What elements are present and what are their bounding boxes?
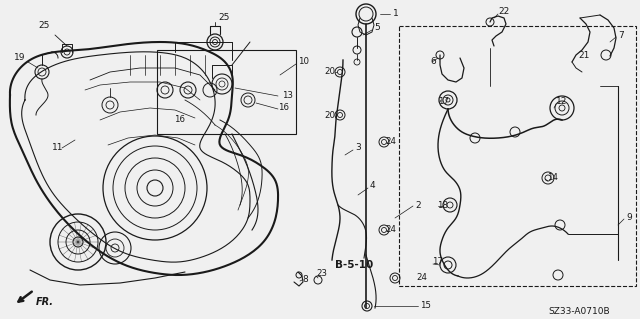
- Text: 12: 12: [556, 98, 568, 107]
- Text: 24: 24: [416, 273, 427, 283]
- Text: 13: 13: [282, 91, 293, 100]
- Text: 20: 20: [324, 68, 335, 77]
- Text: 2: 2: [415, 201, 420, 210]
- Text: 18: 18: [437, 201, 448, 210]
- Text: 11: 11: [52, 144, 63, 152]
- Text: 4: 4: [370, 182, 376, 190]
- Text: 7: 7: [618, 31, 624, 40]
- Text: 9: 9: [626, 213, 632, 222]
- Text: 17: 17: [432, 257, 443, 266]
- Text: 25: 25: [218, 13, 229, 23]
- Text: 24: 24: [385, 137, 396, 146]
- Text: 22: 22: [498, 8, 509, 17]
- Text: B-5-10: B-5-10: [335, 260, 373, 270]
- Text: 8: 8: [302, 276, 308, 285]
- Text: 24: 24: [385, 226, 396, 234]
- Text: 19: 19: [14, 54, 26, 63]
- Text: 1: 1: [393, 10, 399, 19]
- Text: FR.: FR.: [36, 297, 54, 307]
- Bar: [157, 50, 296, 134]
- Text: 16: 16: [174, 115, 185, 124]
- Text: 16: 16: [278, 103, 289, 113]
- Text: 3: 3: [355, 144, 361, 152]
- Text: 14: 14: [547, 174, 558, 182]
- Text: 15: 15: [420, 301, 431, 310]
- Text: 17: 17: [438, 98, 449, 107]
- Text: 20: 20: [324, 110, 335, 120]
- Text: SZ33-A0710B: SZ33-A0710B: [548, 308, 610, 316]
- Text: 5: 5: [374, 24, 380, 33]
- Text: 25: 25: [38, 21, 49, 31]
- Text: 21: 21: [578, 50, 589, 60]
- Text: 23: 23: [316, 270, 327, 278]
- Bar: [399, 26, 636, 286]
- Text: 10: 10: [298, 57, 309, 66]
- Text: 6: 6: [430, 57, 436, 66]
